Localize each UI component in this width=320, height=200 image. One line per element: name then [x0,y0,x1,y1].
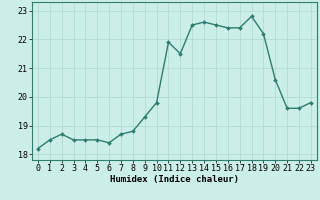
X-axis label: Humidex (Indice chaleur): Humidex (Indice chaleur) [110,175,239,184]
